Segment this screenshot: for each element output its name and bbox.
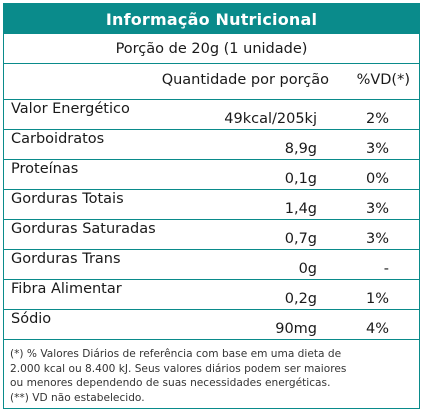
column-header-vd: %VD(*) xyxy=(356,72,410,88)
nutrient-vd: 4% xyxy=(365,321,389,337)
nutrient-row-trans-fat: Gorduras Trans 0g - xyxy=(4,250,419,280)
nutrient-row-total-fat: Gorduras Totais 1,4g 3% xyxy=(4,190,419,220)
nutrient-name: Proteínas xyxy=(11,161,79,177)
nutrient-quantity: 0,2g xyxy=(284,291,317,307)
nutrient-vd: 3% xyxy=(365,141,389,157)
nutrient-name: Gorduras Trans xyxy=(11,251,121,267)
footnote-line: (*) % Valores Diários de referência com … xyxy=(10,348,342,360)
nutrient-name: Sódio xyxy=(11,311,52,327)
nutrient-quantity: 1,4g xyxy=(284,201,317,217)
nutrient-vd: 2% xyxy=(365,111,389,127)
nutrient-row-energy: Valor Energético 49kcal/205kj 2% xyxy=(4,100,419,130)
nutrient-vd: - xyxy=(383,261,389,277)
nutrient-quantity: 0,7g xyxy=(284,231,317,247)
nutrient-row-saturated-fat: Gorduras Saturadas 0,7g 3% xyxy=(4,220,419,250)
table-title: Informação Nutricional xyxy=(105,9,318,29)
nutrient-name: Gorduras Totais xyxy=(11,191,124,207)
nutrient-vd: 3% xyxy=(365,231,389,247)
title-bar: Informação Nutricional xyxy=(4,4,419,34)
portion-text: Porção de 20g (1 unidade) xyxy=(115,40,308,57)
footnote-line: 2.000 kcal ou 8.400 kJ. Seus valores diá… xyxy=(10,362,347,375)
column-header-quantity: Quantidade por porção xyxy=(161,72,329,88)
nutrient-vd: 0% xyxy=(365,171,389,187)
nutrient-row-carbohydrates: Carboidratos 8,9g 3% xyxy=(4,130,419,160)
footnote-line: (**) VD não estabelecido. xyxy=(10,391,145,404)
nutrient-name: Valor Energético xyxy=(11,101,130,117)
column-header-row: Quantidade por porção %VD(*) xyxy=(4,64,419,100)
nutrient-name: Carboidratos xyxy=(11,131,105,147)
nutrient-quantity: 0,1g xyxy=(284,171,317,187)
nutrient-quantity: 0g xyxy=(298,261,317,277)
nutrient-quantity: 8,9g xyxy=(284,141,317,157)
nutrient-row-proteins: Proteínas 0,1g 0% xyxy=(4,160,419,190)
nutrient-quantity: 49kcal/205kj xyxy=(224,111,317,127)
nutrient-vd: 1% xyxy=(365,291,389,307)
footnote: (*) % Valores Diários de referência com … xyxy=(10,347,415,405)
nutrient-name: Gorduras Saturadas xyxy=(11,221,156,237)
nutrient-vd: 3% xyxy=(365,201,389,217)
nutrition-facts-table: Informação Nutricional Porção de 20g (1 … xyxy=(3,3,420,409)
nutrient-row-sodium: Sódio 90mg 4% xyxy=(4,310,419,340)
portion-size: Porção de 20g (1 unidade) xyxy=(4,34,419,64)
nutrient-quantity: 90mg xyxy=(275,321,317,337)
nutrient-row-dietary-fiber: Fibra Alimentar 0,2g 1% xyxy=(4,280,419,310)
footnote-line: ou menores dependendo de suas necessidad… xyxy=(10,377,331,390)
nutrient-name: Fibra Alimentar xyxy=(11,281,122,297)
